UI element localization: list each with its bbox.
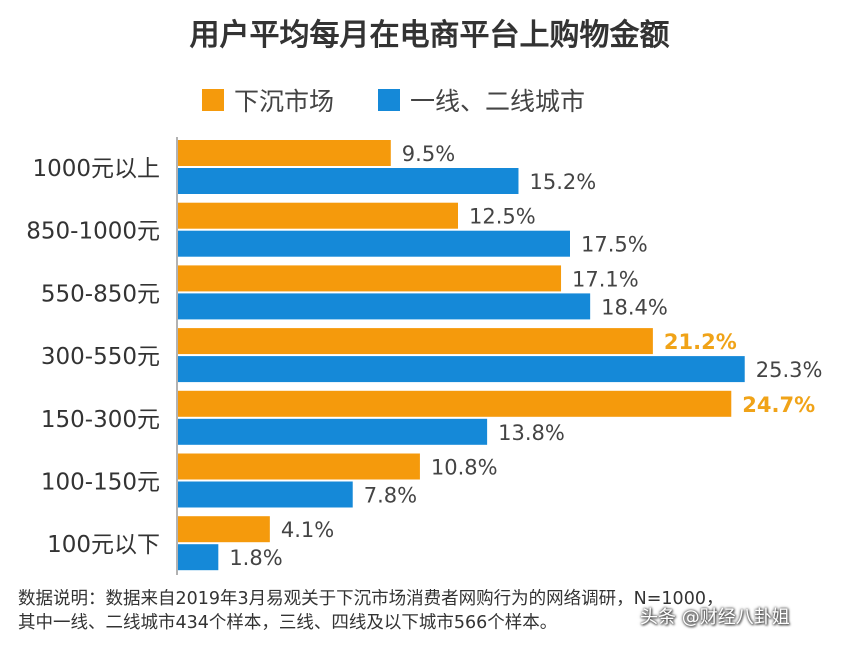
legend-swatch-series2 (378, 89, 401, 111)
category-label: 300-550元 (41, 344, 160, 370)
data-label-series1: 4.1% (281, 518, 334, 542)
legend-swatch-series1 (202, 89, 224, 111)
data-label-series2: 1.8% (229, 546, 282, 570)
data-label-series1: 21.2% (664, 330, 737, 354)
bar-series2 (178, 230, 570, 257)
bar-series2 (178, 168, 519, 194)
legend-label-series1: 下沉市场 (234, 87, 335, 116)
bar-series1 (178, 516, 270, 543)
bar-series2 (178, 356, 745, 383)
category-label: 550-850元 (41, 281, 160, 307)
bar-series1 (178, 328, 653, 355)
data-label-series1: 10.8% (431, 456, 498, 480)
watermark: 头条 @财经八卦姐 (640, 607, 790, 628)
data-label-series2: 7.8% (364, 484, 417, 508)
data-label-series2: 13.8% (498, 421, 565, 445)
footnote-line-2: 其中一线、二线城市434个样本，三线、四线及以下城市566个样本。 (18, 613, 558, 633)
data-label-series1: 17.1% (572, 267, 639, 291)
legend: 下沉市场 一线、二线城市 (202, 82, 629, 118)
bar-series2 (178, 544, 219, 571)
bar-series1 (178, 202, 458, 229)
category-label: 1000元以上 (32, 156, 160, 182)
category-label: 100元以下 (47, 532, 160, 558)
data-label-series2: 18.4% (601, 295, 668, 319)
category-label: 100-150元 (41, 470, 160, 496)
data-label-series2: 17.5% (581, 233, 648, 257)
data-label-series2: 25.3% (756, 358, 823, 382)
data-label-series1: 12.5% (469, 205, 536, 229)
footnote-line-1: 数据说明：数据来自2019年3月易观关于下沉市场消费者网购行为的网络调研，N=1… (18, 589, 724, 609)
data-label-series1: 9.5% (402, 142, 455, 166)
legend-label-series2: 一线、二线城市 (410, 87, 586, 116)
bar-series2 (178, 481, 353, 508)
bar-series1 (178, 390, 732, 417)
data-label-series2: 15.2% (529, 170, 596, 194)
bar-series2 (178, 418, 488, 445)
category-label: 150-300元 (41, 407, 160, 433)
bar-series1 (178, 140, 391, 166)
bar-series2 (178, 293, 591, 320)
footnote: 数据说明：数据来自2019年3月易观关于下沉市场消费者网购行为的网络调研，N=1… (18, 587, 848, 635)
category-label: 850-1000元 (26, 219, 160, 245)
bar-series1 (178, 265, 562, 292)
legend-item-series1: 下沉市场 (202, 82, 334, 118)
legend-item-series2: 一线、二线城市 (378, 82, 585, 118)
chart-title: 用户平均每月在电商平台上购物金额 (189, 18, 670, 53)
bar-series1 (178, 453, 420, 480)
data-label-series1: 24.7% (742, 393, 815, 417)
